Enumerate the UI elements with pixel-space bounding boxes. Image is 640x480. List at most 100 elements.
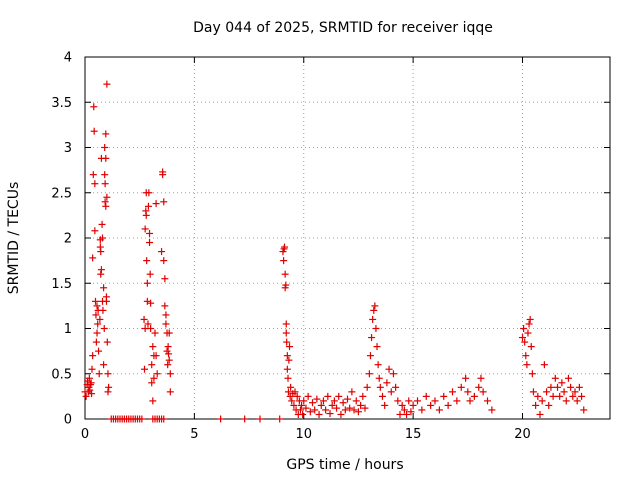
data-point [88, 390, 96, 398]
data-point [405, 397, 413, 405]
data-point [400, 406, 408, 414]
data-point [153, 370, 161, 378]
data-point [538, 397, 546, 405]
data-point [92, 338, 100, 346]
data-point [161, 302, 169, 310]
data-point [99, 306, 107, 314]
data-point [475, 383, 483, 391]
data-point [422, 392, 430, 400]
data-point [346, 404, 354, 412]
data-point [148, 361, 156, 369]
data-point [335, 392, 343, 400]
data-point [285, 356, 293, 364]
data-point [319, 397, 327, 405]
data-point [529, 388, 537, 396]
data-point [149, 397, 157, 405]
data-point [102, 154, 110, 162]
data-point [290, 401, 298, 409]
data-point [104, 388, 112, 396]
data-point [103, 193, 111, 201]
data-point [368, 334, 376, 342]
data-point [466, 397, 474, 405]
data-point [306, 408, 314, 416]
data-point [96, 315, 104, 323]
data-point [366, 352, 374, 360]
data-point [418, 406, 426, 414]
data-point [363, 383, 371, 391]
data-point [313, 395, 321, 403]
data-point [92, 311, 100, 319]
data-point [141, 365, 148, 373]
data-point [147, 325, 155, 332]
data-point [93, 329, 101, 337]
data-point [344, 395, 351, 403]
data-point [100, 325, 108, 332]
y-tick-label: 1.5 [51, 277, 72, 292]
data-point [101, 198, 109, 206]
data-point [91, 227, 99, 235]
data-points [81, 80, 588, 423]
data-point [166, 388, 174, 396]
data-point [87, 379, 95, 387]
data-point [519, 334, 526, 342]
x-tick-label: 0 [81, 427, 89, 442]
data-point [286, 343, 294, 351]
data-point [488, 406, 496, 414]
y-tick-label: 4 [64, 51, 72, 66]
data-point [144, 320, 152, 328]
data-point [556, 392, 564, 400]
data-point [162, 311, 170, 319]
y-tick-label: 0 [64, 413, 72, 428]
data-point [578, 392, 586, 400]
data-point [348, 388, 356, 396]
data-point [283, 352, 291, 360]
data-point [383, 379, 391, 387]
data-point [431, 397, 439, 405]
data-point [91, 180, 99, 188]
data-point [291, 388, 299, 396]
data-point [337, 410, 345, 418]
data-point [94, 320, 102, 328]
data-point [150, 374, 158, 382]
data-point [352, 397, 360, 405]
x-tick-label: 20 [514, 427, 531, 442]
data-point [414, 397, 421, 405]
data-point [89, 171, 97, 179]
data-point [457, 383, 465, 391]
y-axis-title: SRMTID / TECUs [6, 182, 22, 295]
data-point [165, 356, 173, 364]
data-point [407, 408, 415, 416]
data-point [99, 234, 106, 242]
chart-title: Day 044 of 2025, SRMTID for receiver iqq… [193, 20, 493, 36]
data-point [522, 352, 530, 360]
data-point [569, 392, 577, 400]
data-point [365, 370, 373, 378]
data-point [369, 315, 377, 323]
data-point [105, 383, 113, 391]
data-point [449, 388, 456, 396]
axis-ticks: 0 5 10 15 20 0 0.5 1 1.5 2 2.5 3 3.5 4 [51, 51, 610, 442]
data-point [102, 130, 110, 138]
data-point [350, 406, 358, 414]
data-point [376, 383, 384, 391]
data-point [217, 415, 225, 423]
plot-frame [84, 56, 611, 420]
data-point [282, 329, 290, 337]
x-axis-title: GPS time / hours [286, 457, 403, 473]
data-point [357, 401, 365, 409]
data-point [82, 392, 90, 400]
data-point [558, 379, 566, 387]
data-point [304, 392, 312, 400]
data-point [298, 401, 306, 409]
data-point [394, 397, 402, 405]
data-point [341, 406, 349, 414]
data-point [534, 392, 542, 400]
data-point [256, 415, 264, 423]
data-point [85, 374, 93, 382]
data-point [370, 306, 378, 314]
data-point [283, 365, 291, 373]
data-point [102, 202, 110, 210]
grid-lines [85, 57, 610, 419]
data-point [148, 379, 156, 387]
data-point [375, 374, 383, 382]
